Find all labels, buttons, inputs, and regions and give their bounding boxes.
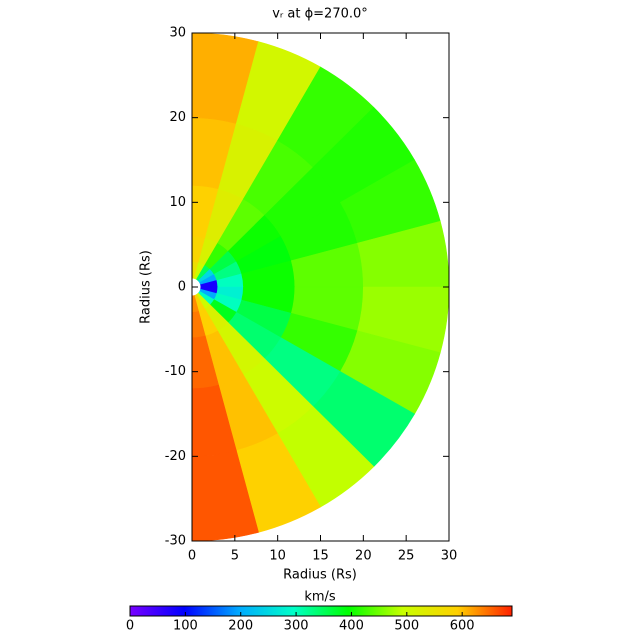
colorbar-tick-label: 0: [126, 619, 134, 634]
colorbar-tick-label: 600: [450, 619, 475, 634]
colorbar-tick-label: 400: [339, 619, 364, 634]
y-tick-label: -30: [165, 534, 186, 549]
colorbar-tick-label: 200: [228, 619, 253, 634]
colorbar-label: km/s: [304, 590, 336, 605]
colorbar: [129, 605, 513, 617]
y-tick-label: 10: [169, 195, 186, 210]
x-axis-label: Radius (Rs): [283, 568, 357, 583]
y-tick-label: 0: [178, 280, 186, 295]
x-tick-label: 5: [231, 549, 239, 564]
y-axis-label: Radius (Rs): [139, 250, 154, 324]
y-tick-label: 30: [169, 26, 186, 41]
y-tick-label: -20: [165, 449, 186, 464]
x-tick-label: 10: [269, 549, 286, 564]
y-tick-label: 20: [169, 110, 186, 125]
colorbar-tick-label: 500: [394, 619, 419, 634]
x-tick-label: 0: [188, 549, 196, 564]
x-tick-label: 20: [355, 549, 372, 564]
field: [191, 32, 450, 542]
y-tick-label: -10: [165, 364, 186, 379]
colorbar-tick-label: 100: [173, 619, 198, 634]
chart-title: vᵣ at ϕ=270.0°: [272, 7, 368, 22]
colorbar-tick-label: 300: [284, 619, 309, 634]
x-tick-label: 30: [441, 549, 458, 564]
x-tick-label: 15: [312, 549, 329, 564]
x-tick-label: 25: [398, 549, 415, 564]
